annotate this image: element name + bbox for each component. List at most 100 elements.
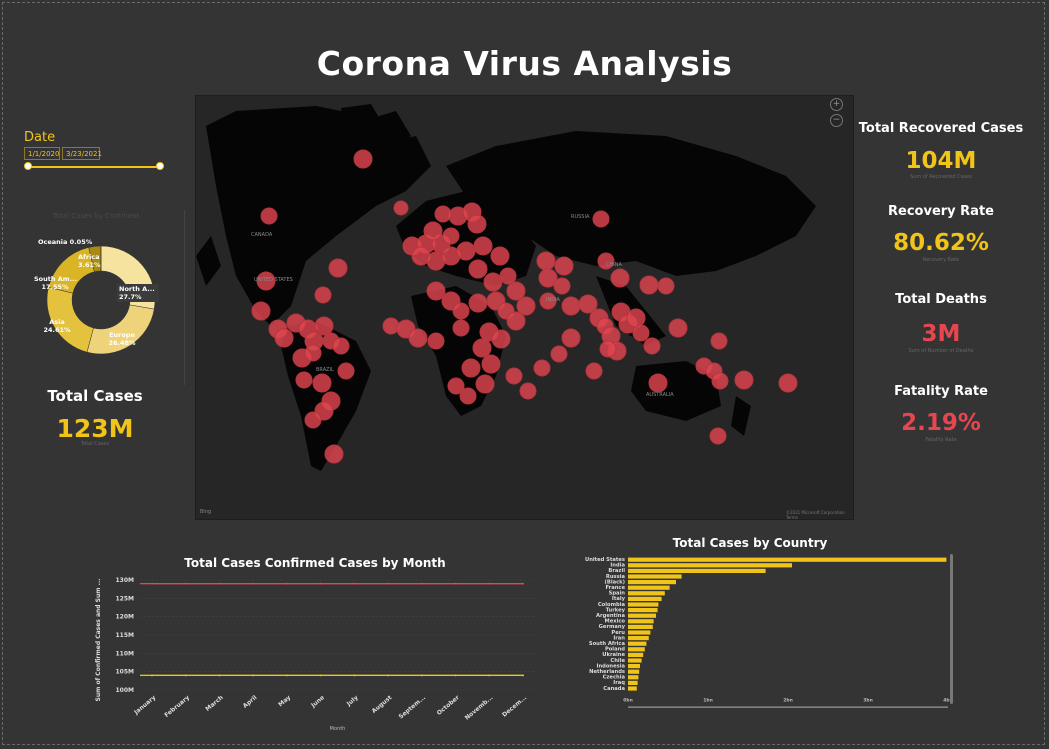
bar-chart-bar[interactable] (628, 563, 792, 568)
bar-chart-bar[interactable] (628, 591, 665, 596)
case-bubble (506, 281, 526, 301)
case-bubble (426, 281, 446, 301)
bar-chart-bar[interactable] (628, 574, 682, 579)
line-chart-x-tick: October (436, 694, 461, 717)
line-chart-title: Total Cases Confirmed Cases by Month (184, 556, 446, 570)
date-start-input[interactable]: 1/1/2020 (24, 147, 60, 160)
bar-chart-bar[interactable] (628, 630, 651, 635)
case-bubble (710, 332, 728, 350)
line-chart-point (522, 674, 524, 677)
case-bubble (483, 272, 503, 292)
case-bubble (459, 387, 477, 405)
case-bubble (452, 302, 470, 320)
bar-chart-bar[interactable] (628, 585, 670, 590)
bar-chart-bar[interactable] (628, 580, 676, 585)
bar-chart-bar[interactable] (628, 658, 642, 663)
line-chart-point (353, 674, 356, 677)
line-chart-point (454, 582, 457, 585)
bar-chart-bar[interactable] (628, 613, 656, 618)
line-chart-x-tick: May (277, 694, 292, 708)
donut-label-north-america: North A... 27.7% (117, 284, 159, 302)
monthly-cases-line-chart[interactable]: 130M 125M 120M 115M 110M 105M 100M Sum of Confi… (90, 570, 550, 740)
map-zoom-in-icon[interactable]: + (830, 98, 843, 111)
bar-chart-category-label: Indonesia (597, 663, 626, 669)
country-cases-bar-chart[interactable]: United StatesIndiaBrazilRussia(Black)Fra… (560, 552, 960, 722)
line-chart-y-tick: 130M (116, 577, 135, 584)
bar-chart-vertical-scrollbar[interactable] (950, 554, 953, 704)
bar-chart-bar[interactable] (628, 664, 640, 669)
line-chart-point (488, 582, 491, 585)
bar-chart-bar[interactable] (628, 608, 658, 613)
bar-chart-bar[interactable] (628, 686, 637, 691)
bar-chart-bar[interactable] (628, 557, 947, 562)
continent-donut-panel[interactable]: Total Cases by Continent Oceania 0.05% A… (8, 210, 185, 385)
donut-label-asia: Asia 24.61% (43, 318, 71, 334)
bar-chart-bar[interactable] (628, 624, 653, 629)
line-chart-point (184, 582, 187, 585)
case-bubble (561, 296, 581, 316)
bar-chart-category-label: Poland (605, 647, 625, 653)
date-slider-end-handle[interactable] (156, 162, 164, 170)
donut-label-africa: Africa 3.61% (78, 253, 101, 269)
line-chart-x-tick: Novemb... (464, 694, 495, 722)
bar-chart-category-label: France (605, 585, 625, 591)
bar-chart-category-label: (Black) (605, 579, 626, 585)
bar-chart-bar[interactable] (628, 596, 662, 601)
case-bubble (427, 332, 445, 350)
case-bubble (648, 373, 668, 393)
date-end-input[interactable]: 3/23/2021 (62, 147, 102, 160)
case-bubble (337, 362, 355, 380)
bar-chart-bar[interactable] (628, 675, 639, 680)
case-bubble (657, 277, 675, 295)
date-slider-start-handle[interactable] (24, 162, 32, 170)
case-bubble (260, 207, 278, 225)
world-map[interactable]: CANADA UNITED STATES RUSSIA AUSTRALIA BR… (195, 95, 854, 520)
case-bubble (312, 373, 332, 393)
bar-chart-bar[interactable] (628, 680, 638, 685)
case-bubble (592, 210, 610, 228)
bar-chart-category-label: Mexico (605, 619, 626, 625)
case-bubble (468, 293, 488, 313)
bar-chart-category-label: Iraq (613, 680, 625, 686)
line-chart-point (285, 582, 288, 585)
line-chart-y-tick: 110M (116, 650, 135, 657)
bar-chart-bar[interactable] (628, 636, 649, 641)
case-bubble (328, 258, 348, 278)
bar-chart-bar[interactable] (628, 602, 659, 607)
bar-chart-category-label: Germany (599, 624, 626, 630)
case-bubble (475, 374, 495, 394)
case-bubble (295, 371, 313, 389)
date-slider-track[interactable] (28, 166, 160, 168)
bar-chart-category-label: Iran (613, 635, 625, 641)
bar-chart-category-label: Italy (612, 596, 626, 602)
map-credit-bing[interactable]: Bing (200, 509, 212, 515)
bar-chart-bar[interactable] (628, 619, 654, 624)
bar-chart-category-label: Spain (609, 591, 626, 597)
case-bubble (447, 377, 465, 395)
bar-chart-bar[interactable] (628, 647, 645, 652)
bar-chart-category-label: Canada (603, 686, 625, 692)
map-canvas[interactable]: CANADA UNITED STATES RUSSIA AUSTRALIA BR… (196, 96, 853, 519)
line-chart-y-tick: 120M (116, 614, 135, 621)
bar-chart-x-tick: 3bn (863, 697, 873, 703)
map-label-us: UNITED STATES (254, 277, 293, 283)
bar-chart-bar[interactable] (628, 568, 766, 573)
map-credit-terms[interactable]: ©2021 Microsoft Corporation Terms (786, 510, 845, 520)
case-bubble (314, 286, 332, 304)
case-bubble (456, 241, 476, 261)
map-label-china: CHINA (606, 262, 622, 268)
bar-chart-bar[interactable] (628, 669, 640, 674)
bar-chart-bar[interactable] (628, 641, 647, 646)
bar-chart-bar[interactable] (628, 652, 644, 657)
line-chart-point (285, 674, 288, 677)
map-zoom-out-icon[interactable]: − (830, 114, 843, 127)
donut-label-europe: Europe 26.48% (108, 331, 136, 347)
bar-chart-category-label: Czechia (603, 675, 626, 681)
bar-chart-category-label: South Africa (589, 641, 626, 647)
line-chart-x-tick: March (204, 694, 224, 713)
bar-chart-horizontal-scrollbar[interactable] (628, 706, 948, 708)
case-bubble (304, 344, 322, 362)
line-chart-point (319, 582, 322, 585)
case-bubble (434, 205, 452, 223)
